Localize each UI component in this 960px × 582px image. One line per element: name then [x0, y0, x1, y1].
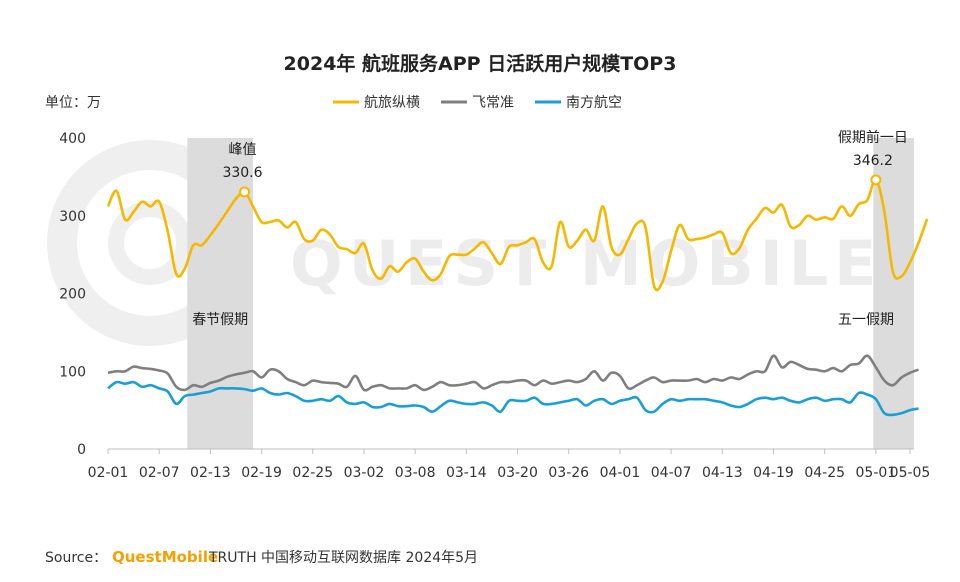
- watermark-text: QUEST MOBILE: [290, 227, 883, 300]
- source-prefix: Source：: [45, 550, 107, 566]
- watermark: QUEST MOBILE: [47, 140, 883, 346]
- shaded-period-label: 五一假期: [838, 312, 894, 328]
- y-tick-label: 100: [59, 364, 86, 380]
- shaded-period-label: 春节假期: [192, 312, 248, 328]
- x-tick-label: 02-25: [292, 465, 333, 481]
- x-tick-label: 05-05: [890, 465, 931, 481]
- source-text: TRUTH 中国移动互联网数据库 2024年5月: [208, 550, 478, 566]
- x-tick-label: 03-02: [344, 465, 385, 481]
- x-tick-label: 03-14: [446, 465, 487, 481]
- watermark-logo-core: [108, 201, 192, 285]
- annotation-label: 假期前一日: [838, 129, 908, 146]
- y-tick-label: 0: [77, 442, 86, 458]
- annotation-marker: [870, 174, 882, 186]
- x-tick-label: 03-20: [497, 465, 538, 481]
- unit-label: 单位：万: [45, 95, 101, 111]
- y-tick-label: 400: [59, 131, 86, 147]
- x-tick-label: 04-25: [804, 465, 845, 481]
- annotation-value: 330.6: [222, 165, 262, 181]
- y-tick-label: 300: [59, 209, 86, 225]
- legend-label: 飞常准: [472, 95, 514, 111]
- x-tick-label: 04-07: [651, 465, 692, 481]
- source-brand: QuestMobile: [112, 548, 218, 566]
- x-tick-label: 04-19: [753, 465, 794, 481]
- annotation-label: 峰值: [229, 142, 257, 158]
- x-tick-label: 02-13: [190, 465, 231, 481]
- annotations: 峰值 330.6 假期前一日 346.2: [222, 129, 908, 198]
- chart-title: 2024年 航班服务APP 日活跃用户规模TOP3: [284, 52, 677, 75]
- x-axis: 02-01 02-07 02-13 02-19 02-25 03-02 03-08 03-14…: [88, 448, 931, 481]
- shaded-period-0: [187, 138, 254, 449]
- series-line-1: [107, 354, 919, 392]
- x-tick-label: 03-26: [548, 465, 589, 481]
- annotation-value: 346.2: [853, 153, 893, 169]
- legend-label: 南方航空: [566, 95, 622, 111]
- x-tick-label: 04-13: [702, 465, 743, 481]
- x-tick-label: 02-19: [241, 465, 282, 481]
- source-line: Source： QuestMobile TRUTH 中国移动互联网数据库 202…: [45, 548, 478, 566]
- shaded-periods: 春节假期 五一假期: [187, 138, 914, 449]
- y-axis: 0 100 200 300 400: [59, 131, 86, 458]
- y-tick-label: 200: [59, 287, 86, 303]
- series-line-2: [107, 380, 919, 417]
- legend: 航旅纵横 飞常准 南方航空: [333, 95, 622, 111]
- legend-label: 航旅纵横: [364, 95, 420, 111]
- annotation-marker: [239, 186, 251, 198]
- x-tick-label: 02-01: [88, 465, 129, 481]
- x-tick-label: 05-01: [856, 465, 897, 481]
- x-tick-label: 04-01: [600, 465, 641, 481]
- x-tick-label: 03-08: [395, 465, 436, 481]
- x-tick-label: 02-07: [139, 465, 180, 481]
